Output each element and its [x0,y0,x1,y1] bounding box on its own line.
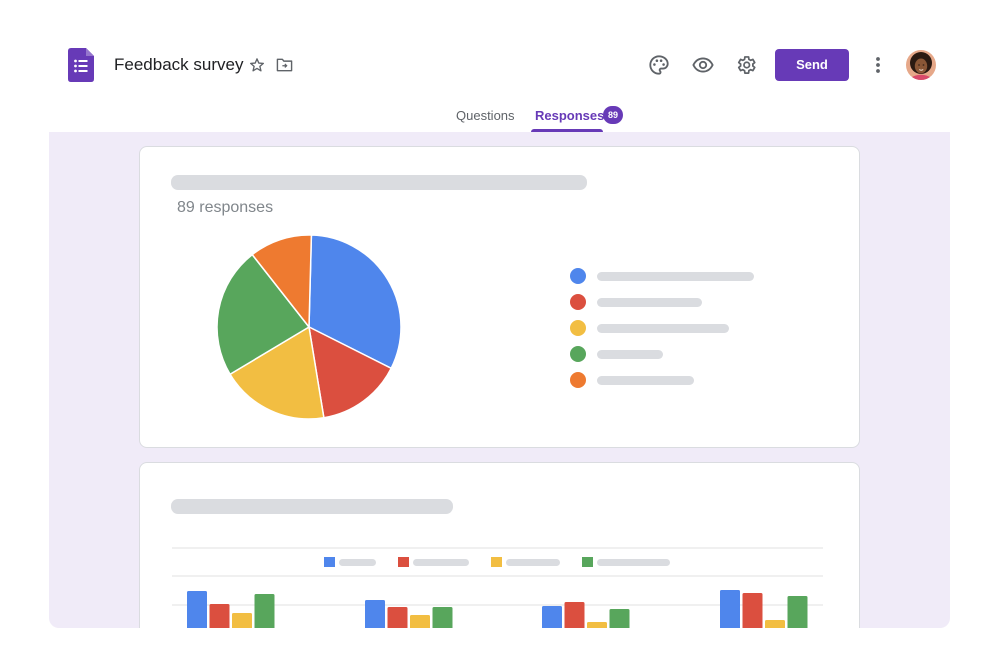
legend-label-placeholder [597,324,729,333]
responses-canvas: 89 responses [49,132,950,628]
bar-chart [172,547,823,628]
active-tab-indicator [531,129,603,132]
eye-icon[interactable] [692,54,714,76]
legend-item [570,268,770,284]
legend-label-placeholder [597,350,663,359]
avatar-image [906,50,936,80]
legend-label-placeholder [597,298,702,307]
avatar[interactable] [906,50,936,80]
responses-count-text: 89 responses [177,199,274,216]
legend-dot [570,320,586,336]
palette-icon[interactable] [648,54,670,76]
bar [542,606,562,628]
legend-label-placeholder [597,559,670,566]
bar-series-group [187,590,808,628]
legend-label-placeholder [597,376,694,385]
legend-item [570,294,770,310]
bar [432,607,453,628]
legend-dot [570,346,586,362]
bar [564,602,585,628]
legend-dot [570,372,586,388]
bar [787,596,808,628]
bar-chart-card [139,462,860,628]
pie-chart [216,234,402,420]
legend-item [570,372,770,388]
bar [410,615,430,628]
legend-swatch [398,557,409,567]
bar [365,600,385,628]
star-icon[interactable] [249,57,265,73]
bar [609,609,630,628]
move-to-folder-icon[interactable] [276,57,293,73]
legend-label-placeholder [413,559,469,566]
bar [387,607,408,628]
app-header: Feedback survey Send [0,0,996,132]
document-title[interactable]: Feedback survey [114,55,244,74]
pie-slice [229,325,325,420]
tab-bar: Questions Responses 89 [0,100,996,132]
legend-swatch [324,557,335,567]
legend-label-placeholder [506,559,560,566]
send-button[interactable]: Send [775,49,849,81]
legend-swatch [491,557,502,567]
bar [587,622,607,628]
gear-icon[interactable] [735,54,757,76]
bar [187,591,207,628]
pie-slice [308,234,402,370]
legend-dot [570,294,586,310]
tab-questions[interactable]: Questions [456,108,515,123]
summary-card: 89 responses [139,146,860,448]
pie-slice [216,253,311,376]
bar [765,620,785,628]
forms-logo-icon[interactable] [68,48,94,82]
pie-slice [308,325,393,419]
question-title-placeholder [171,175,587,190]
bar [209,604,230,628]
responses-count-badge: 89 [603,106,623,124]
bar [742,593,763,628]
pie-slice [251,234,313,330]
legend-dot [570,268,586,284]
legend-item [570,320,770,336]
legend-item [570,346,770,362]
bar [254,594,275,628]
more-vert-icon[interactable] [868,55,888,75]
legend-label-placeholder [597,272,754,281]
bar [232,613,252,628]
legend-label-placeholder [339,559,376,566]
legend-swatch [582,557,593,567]
question-title-placeholder [171,499,453,514]
bar [720,590,740,628]
tab-responses[interactable]: Responses [535,108,605,123]
